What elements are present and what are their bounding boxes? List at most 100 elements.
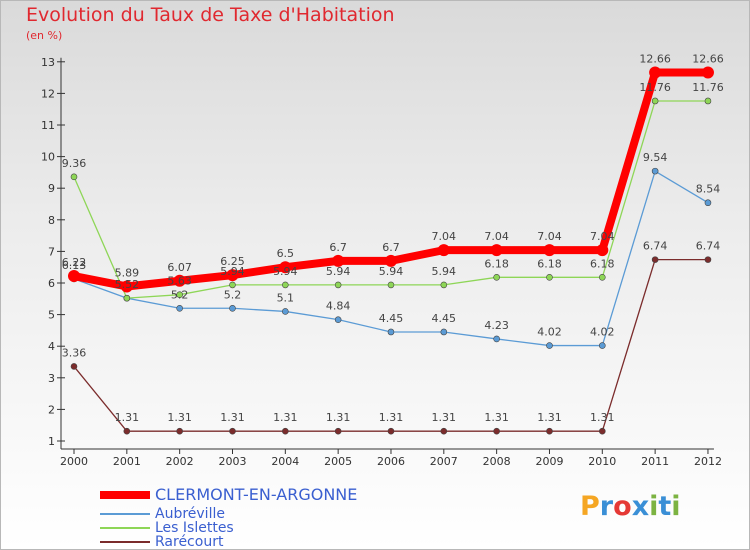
data-point [282,281,289,289]
data-label: 6.25 [220,255,245,268]
data-label: 12.66 [639,53,671,66]
data-label: 4.45 [432,312,457,325]
data-point [68,270,80,283]
x-tick-label: 2003 [218,455,246,468]
data-point [176,291,183,298]
data-point [123,427,131,435]
y-tick-label: 7 [48,245,55,258]
data-point [123,294,131,302]
y-tick-label: 11 [41,119,55,132]
data-point [704,256,712,263]
data-point [598,427,606,435]
data-label: 5.94 [379,265,404,278]
legend-swatch [100,491,150,499]
data-label: 5.2 [224,288,242,301]
y-tick-label: 6 [48,277,55,290]
data-label: 5.94 [220,265,245,278]
y-tick-label: 9 [48,182,55,195]
legend-label: CLERMONT-EN-ARGONNE [155,485,358,504]
x-tick-label: 2005 [324,455,352,468]
data-label: 9.36 [62,157,87,170]
data-label: 11.76 [692,81,724,94]
data-point [176,304,183,312]
data-point [334,281,342,289]
legend-swatch [100,513,150,515]
data-label: 7.04 [432,230,457,243]
data-label: 9.54 [643,151,668,164]
data-label: 7.04 [484,230,509,243]
data-label: 1.31 [273,411,298,424]
data-label: 5.1 [277,291,295,304]
data-point [651,256,659,263]
chart-title: Evolution du Taux de Taxe d'Habitation [26,4,395,26]
data-point [229,427,236,435]
x-tick-label: 2012 [694,455,722,468]
legend-swatch [100,541,150,543]
data-point [282,427,289,435]
y-tick-label: 4 [48,340,55,353]
data-point [490,244,503,257]
data-point [173,274,186,287]
legend-label: Aubréville [155,506,225,522]
data-point [334,316,342,323]
y-tick-label: 2 [48,403,55,416]
data-point [176,427,183,435]
data-label: 7.04 [590,230,615,243]
data-label: 5.2 [171,288,189,301]
data-point [649,66,662,79]
data-label: 5.52 [115,278,140,291]
data-label: 1.31 [379,411,404,424]
data-label: 8.54 [696,183,721,196]
data-point [440,427,448,435]
data-point [440,281,448,289]
data-point [701,66,714,79]
data-label: 4.84 [326,300,351,313]
data-point [493,335,500,343]
data-label: 5.94 [432,265,457,278]
data-point [440,328,448,336]
data-label: 7.04 [537,230,562,243]
x-tick-label: 2007 [430,455,458,468]
data-label: 6.74 [643,240,668,253]
data-point [546,274,553,281]
data-point [546,342,553,349]
data-label: 3.36 [62,346,87,359]
data-label: 5.94 [326,265,351,278]
x-tick-label: 2008 [483,455,511,468]
data-point [334,427,342,435]
data-label: 1.31 [115,411,140,424]
x-tick-label: 2006 [377,455,405,468]
data-label: 4.02 [537,326,562,339]
data-point [543,244,556,257]
data-point [282,308,289,315]
y-tick-label: 1 [48,435,55,448]
data-point [384,254,397,267]
y-tick-label: 10 [41,151,55,164]
x-tick-label: 2002 [166,455,194,468]
data-label: 1.31 [432,411,457,424]
data-label: 11.76 [639,81,671,94]
data-label: 6.13 [62,259,87,272]
data-label: 1.31 [590,411,615,424]
data-label: 6.18 [590,257,615,270]
data-point [279,261,292,274]
data-point [387,328,395,336]
data-point [70,363,78,370]
data-label: 6.74 [696,240,721,253]
data-point [437,244,450,257]
y-tick-label: 3 [48,372,55,385]
data-label: 5.89 [115,266,140,279]
data-label: 4.45 [379,312,404,325]
data-label: 6.7 [329,241,347,254]
x-tick-label: 2010 [588,455,616,468]
data-label: 12.66 [692,53,724,66]
data-label: 6.7 [382,241,400,254]
y-tick-label: 13 [41,56,55,69]
data-point [704,97,712,105]
series-line [70,68,712,291]
x-tick-label: 2011 [641,455,669,468]
data-label: 1.31 [326,411,351,424]
data-label: 4.02 [590,326,615,339]
data-label: 6.07 [167,261,192,274]
